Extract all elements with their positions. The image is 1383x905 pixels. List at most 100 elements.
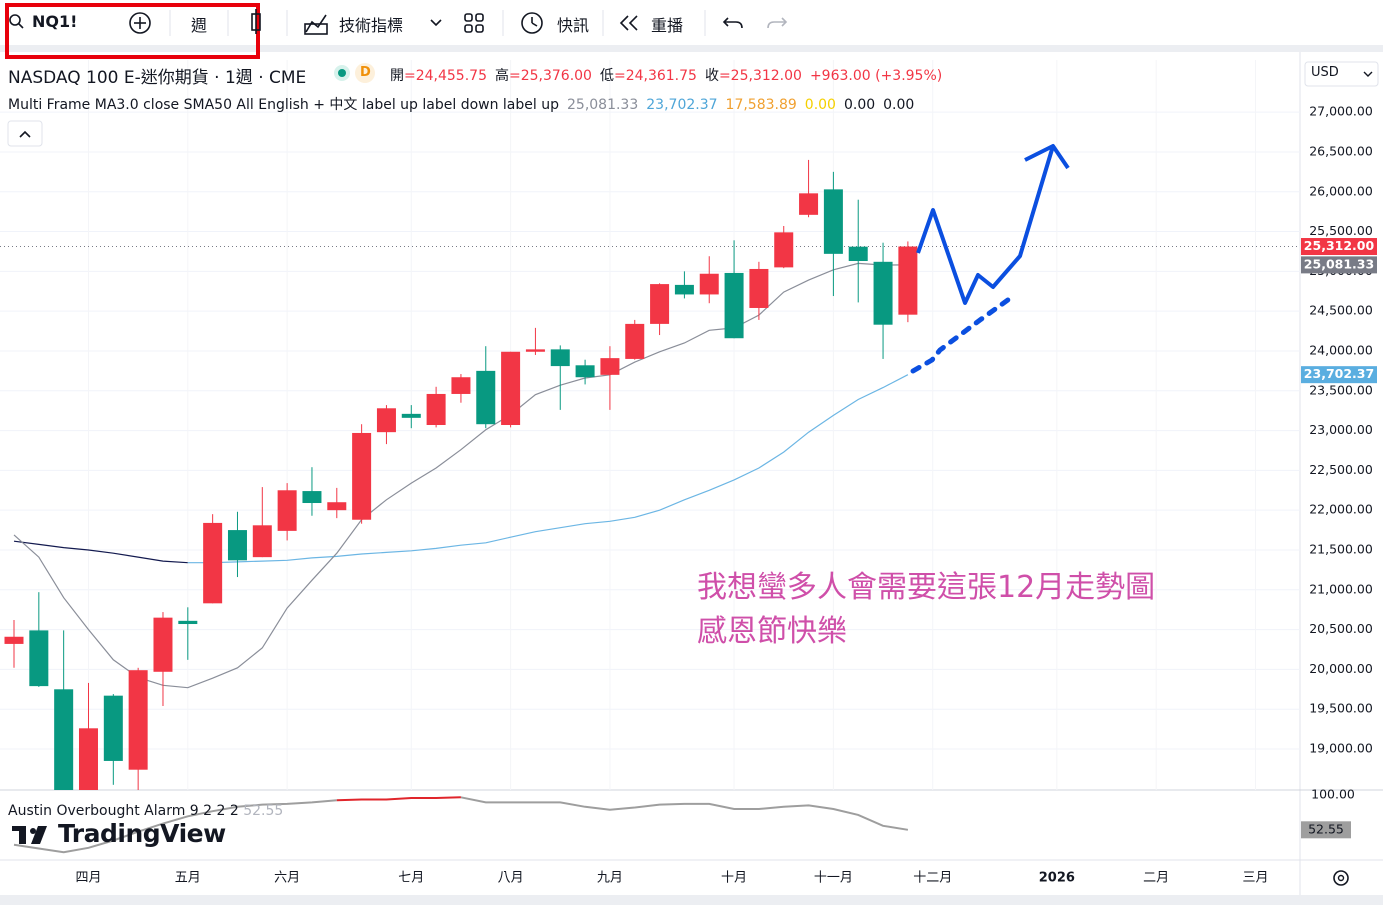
ohlc-value: =25,312.00 [718,68,802,84]
x-tick-label: 四月 [75,871,101,886]
toolbar-icons [9,9,743,35]
annotation-line: 我想蠻多人會需要這張12月走勢圖 [697,570,1156,605]
candle-body [724,272,744,339]
x-tick-label: 十月 [721,871,747,886]
candle-body [78,728,98,790]
x-tick-label: 五月 [175,871,201,886]
ohlc-key: 高 [494,68,509,84]
candle-body [103,695,123,761]
line [187,374,909,564]
ohlc-value: =24,361.75 [613,68,697,84]
redo-icon [767,17,788,29]
ohlc-key: 低 [599,68,614,84]
candle-body [625,323,645,359]
candle-body [327,502,347,511]
candle-body [525,349,545,352]
x-tick-label: 八月 [498,871,524,886]
candle-body [128,670,148,770]
candle-body [873,261,893,325]
candle-body [203,522,223,604]
y-tick-label: 25,500.00 [1309,223,1373,238]
grid [0,60,1300,790]
y-tick-label: 22,500.00 [1309,462,1373,477]
annotation-line: 感恩節快樂 [697,614,847,649]
drawn-dotted-line [910,294,1015,374]
candle-body [476,370,496,425]
ohlc-change: +963.00 (+3.95%) [809,68,943,84]
settings-icon[interactable] [1333,870,1349,886]
candle-body [352,432,372,520]
x-tick-label: 九月 [597,871,623,886]
y-tick-label: 26,500.00 [1309,143,1373,158]
annotation: 我想蠻多人會需要這張12月走勢圖 感恩節快樂 [697,566,1155,654]
collapse-button[interactable] [7,120,43,147]
indicator-value: 0.00 [804,97,836,113]
indicator-value: 0.00 [883,97,915,113]
osc-badge [1301,821,1351,839]
currency[interactable]: USD [1311,65,1339,80]
indicator-value: 23,702.37 [646,97,718,113]
alerts-button[interactable]: 快訊 [557,16,590,35]
line [13,796,909,854]
candle-body [898,246,918,315]
y-tick-label: 20,000.00 [1309,661,1373,676]
line [13,540,188,564]
candle-body [674,284,694,295]
y-tick-label: 22,000.00 [1309,502,1373,517]
candle-body [376,408,396,433]
candle-body [29,630,49,687]
y2-tick-label: 100.00 [1311,787,1355,802]
y-tick-label: 23,000.00 [1309,422,1373,437]
price-badge [1301,256,1377,274]
ohlc-value: =24,455.75 [404,68,487,84]
ohlc-legend: 開=24,455.75 高=25,376.00 低=24,361.75 收=25,31… [390,65,942,85]
badge-bg [355,63,375,83]
candle-body [401,413,421,418]
x-tick-label: 十二月 [913,871,952,886]
x-tick-label: 六月 [274,871,300,886]
replay-button[interactable]: 重播 [651,16,684,35]
watermark: TradingView [58,819,226,848]
candle-body [54,689,74,790]
candle-body [848,246,868,262]
bottom-band [0,895,1383,905]
indicator-value: 25,081.33 [567,97,639,113]
candle-body [426,393,446,425]
price-badge-label: 23,702.37 [1304,366,1374,381]
candle-body [252,525,272,558]
indicator-legend: Multi Frame MA3.0 close SMA50 All Englis… [8,94,914,114]
y-tick-label: 23,500.00 [1309,382,1373,397]
x-tick-label: 七月 [398,871,424,886]
drawn-projection [916,145,1055,305]
y-tick-label: 27,000.00 [1309,104,1373,119]
status-dot [338,69,346,77]
drawn-arrowhead [1024,144,1070,170]
settings-icon-center [1337,874,1345,882]
indicator-values: 25,081.33 23,702.37 17,583.89 0.00 0.00 0.00 [559,97,914,113]
interval[interactable]: 週 [191,16,208,35]
currency-select[interactable] [1304,61,1379,87]
candle-body [600,358,620,375]
y-tick-label: 19,000.00 [1309,741,1373,756]
y-tick-label: 19,500.00 [1309,701,1373,716]
candle-body [650,284,670,324]
osc-title: Austin Overbought Alarm 9 2 2 2 [8,803,239,819]
candle-body [774,232,794,268]
x-tick-label: 2026 [1039,871,1075,886]
ohlc-key: 開 [390,68,404,84]
y-tick-label: 24,000.00 [1309,342,1373,357]
candle-body [153,617,173,672]
ohlc-value: =25,376.00 [508,68,592,84]
indicator-value: 17,583.89 [725,97,797,113]
candle-body [277,490,297,531]
indicators-button[interactable]: 技術指標 [339,16,404,35]
candle-body [550,349,570,367]
line [336,796,461,802]
axes: 19,000.00 19,500.00 20,000.00 20,500.00 21,0… [75,104,1377,886]
delay-badge: D [360,65,371,80]
symbol[interactable]: NQ1! [32,12,78,31]
candle-body [823,189,843,254]
